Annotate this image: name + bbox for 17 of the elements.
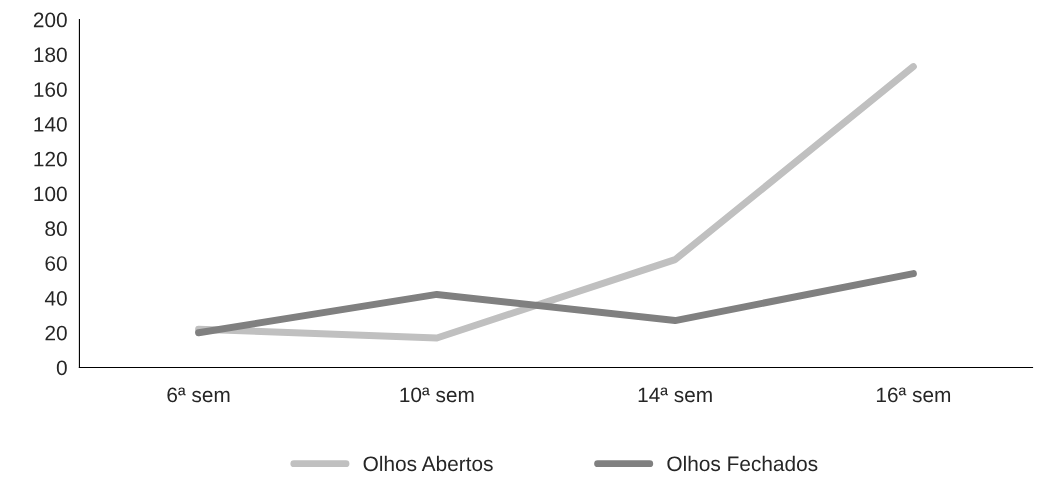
x-tick-label: 6ª sem — [167, 387, 230, 403]
legend-label: Olhos Abertos — [363, 455, 493, 472]
y-tick-label: 40 — [44, 290, 67, 306]
y-tick-label: 80 — [45, 221, 67, 237]
y-tick-label: 120 — [34, 151, 67, 167]
x-tick-label: 14ª sem — [638, 387, 712, 403]
y-tick-label: 160 — [34, 82, 67, 97]
y-tick-label: 20 — [45, 325, 67, 341]
y-tick-label: 140 — [34, 116, 67, 132]
y-tick-label: 0 — [56, 360, 67, 376]
legend-label: Olhos Fechados — [667, 455, 818, 472]
y-tick-label: 60 — [45, 256, 67, 271]
y-tick-label: 180 — [34, 47, 67, 63]
y-tick-label: 200 — [33, 12, 67, 28]
x-tick-label: 16ª sem — [876, 387, 951, 403]
y-tick-label: 100 — [34, 186, 67, 202]
x-tick-label: 10ª sem — [400, 387, 474, 403]
